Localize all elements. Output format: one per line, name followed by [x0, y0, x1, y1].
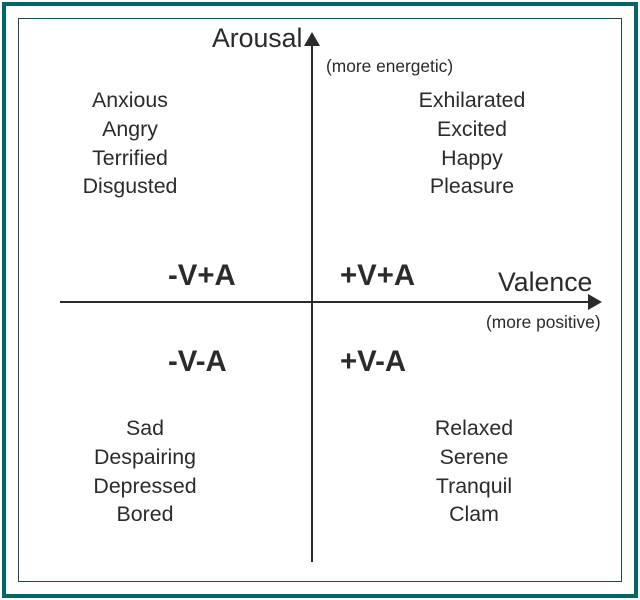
y-axis-subtitle: (more energetic): [326, 56, 453, 78]
emotions-top-left: Anxious Angry Terrified Disgusted: [60, 86, 200, 201]
y-axis-title: Arousal: [212, 22, 302, 55]
quadrant-label-bottom-left: -V-A: [168, 344, 227, 381]
quadrant-label-top-left: -V+A: [168, 258, 236, 295]
emotions-bottom-right: Relaxed Serene Tranquil Clam: [404, 414, 544, 529]
x-axis-subtitle: (more positive): [486, 312, 601, 334]
emotions-top-right: Exhilarated Excited Happy Pleasure: [392, 86, 552, 201]
emotions-bottom-left: Sad Despairing Depressed Bored: [70, 414, 220, 529]
quadrant-label-bottom-right: +V-A: [340, 344, 406, 381]
x-axis-line: [60, 301, 590, 303]
quadrant-label-top-right: +V+A: [340, 258, 415, 295]
x-axis-title: Valence: [498, 266, 592, 299]
y-axis-arrowhead: [304, 32, 320, 46]
